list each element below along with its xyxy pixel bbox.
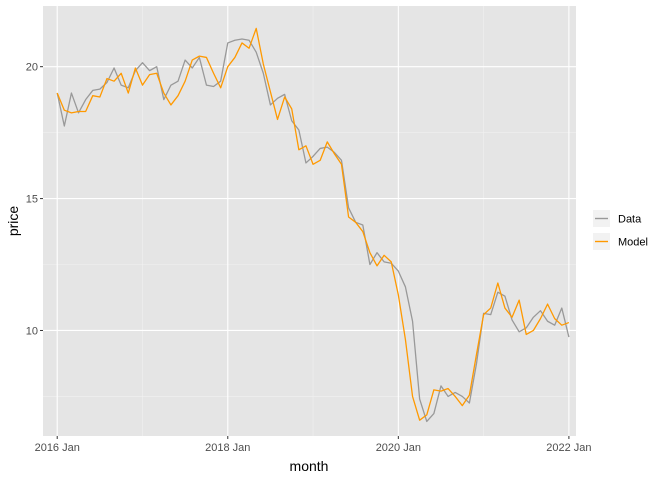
legend: Data Model <box>593 210 648 250</box>
legend-label-model: Model <box>618 237 648 249</box>
y-tick-label: 20 <box>26 62 38 74</box>
series-layer <box>56 27 570 423</box>
minor-grid <box>43 6 576 436</box>
x-tick-label: 2016 Jan <box>35 442 80 454</box>
series-line-data <box>56 38 570 423</box>
series-line-model <box>56 27 570 421</box>
y-tick-label: 15 <box>26 194 38 206</box>
plot-panel <box>43 6 576 436</box>
x-tick-label: 2020 Jan <box>376 442 421 454</box>
x-axis-title: month <box>290 458 329 474</box>
axis-ticks: 10 15 20 2016 Jan 2018 Jan 2020 Jan 2022 Jan <box>26 62 592 454</box>
legend-label-data: Data <box>618 214 642 226</box>
major-grid <box>43 6 576 436</box>
x-tick-label: 2018 Jan <box>205 442 250 454</box>
y-tick-label: 10 <box>26 325 38 337</box>
x-tick-label: 2022 Jan <box>546 442 591 454</box>
y-axis-title: price <box>5 206 21 237</box>
